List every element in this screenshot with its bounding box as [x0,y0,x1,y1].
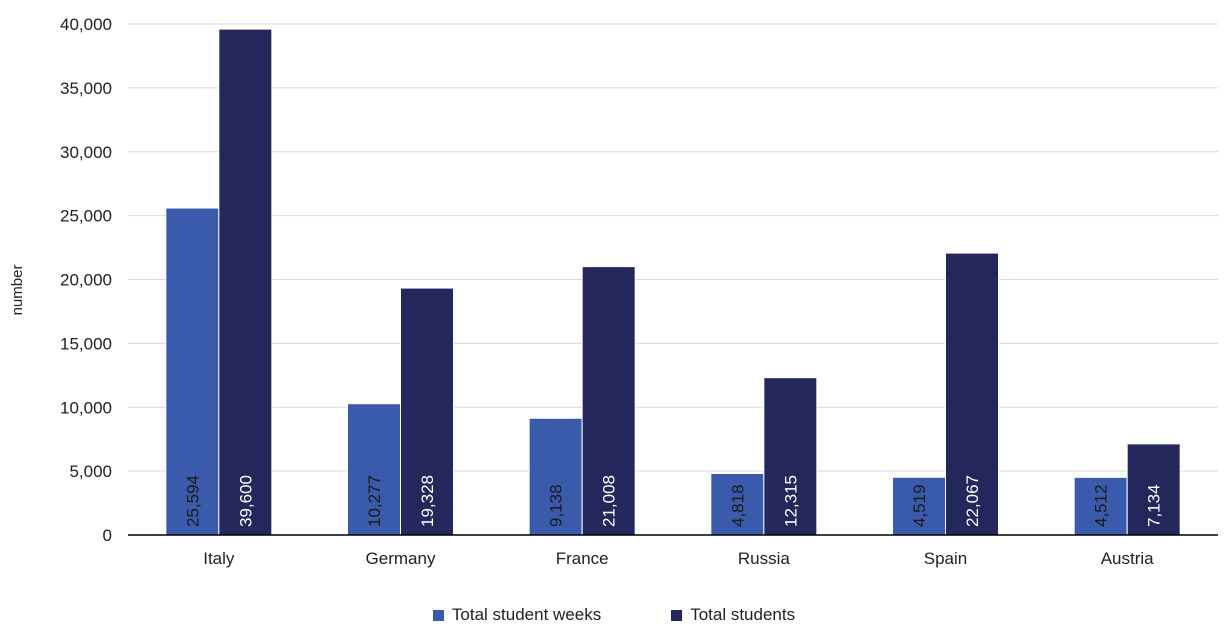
data-label: 4,519 [910,484,929,527]
x-tick-label: Spain [924,549,967,568]
y-axis-label: number [9,265,26,316]
data-label: 10,277 [365,475,384,527]
y-tick-label: 30,000 [60,143,112,162]
legend-label: Total student weeks [451,605,602,624]
gridlines [128,23,1218,472]
y-tick-label: 35,000 [60,79,112,98]
bar [892,476,946,536]
y-tick-label: 25,000 [60,207,112,226]
bar [347,403,401,536]
bars: 25,594 39,600 10,277 19,328 9,138 21,008 4,818… [165,28,1181,536]
y-tick-label: 40,000 [60,15,112,34]
x-tick-label: Germany [366,549,436,568]
bar [218,28,273,536]
bar [581,266,636,536]
y-tick-label: 20,000 [60,271,112,290]
bar [400,287,454,536]
bar [763,377,818,536]
data-label: 21,008 [600,475,619,527]
legend: Total student weeks Total students [0,605,1228,625]
data-label: 25,594 [183,475,202,527]
bar [165,207,220,536]
x-tick-label: Russia [738,549,791,568]
data-label: 7,134 [1145,484,1164,527]
y-tick-label: 15,000 [60,334,112,353]
axes: 0 5,000 10,000 15,000 20,000 25,000 30,000 35,0… [60,15,1218,568]
legend-item-series-1: Total student weeks [432,605,602,625]
bar [710,472,765,536]
legend-label: Total students [690,605,796,624]
legend-swatch [671,609,683,621]
data-label: 4,512 [1092,484,1111,527]
legend-swatch [432,609,444,621]
bar [1126,443,1181,536]
data-label: 39,600 [236,475,255,527]
data-label: 19,328 [418,475,437,527]
y-tick-label: 0 [103,526,112,545]
data-label: 22,067 [963,475,982,527]
data-label: 12,315 [781,475,800,527]
data-label: 9,138 [547,484,566,527]
x-tick-label: Italy [203,549,235,568]
x-tick-label: France [556,549,609,568]
data-label: 4,818 [728,484,747,527]
x-tick-label: Austria [1101,549,1154,568]
y-tick-label: 10,000 [60,398,112,417]
y-tick-label: 5,000 [69,462,112,481]
legend-item-series-2: Total students [671,605,795,625]
